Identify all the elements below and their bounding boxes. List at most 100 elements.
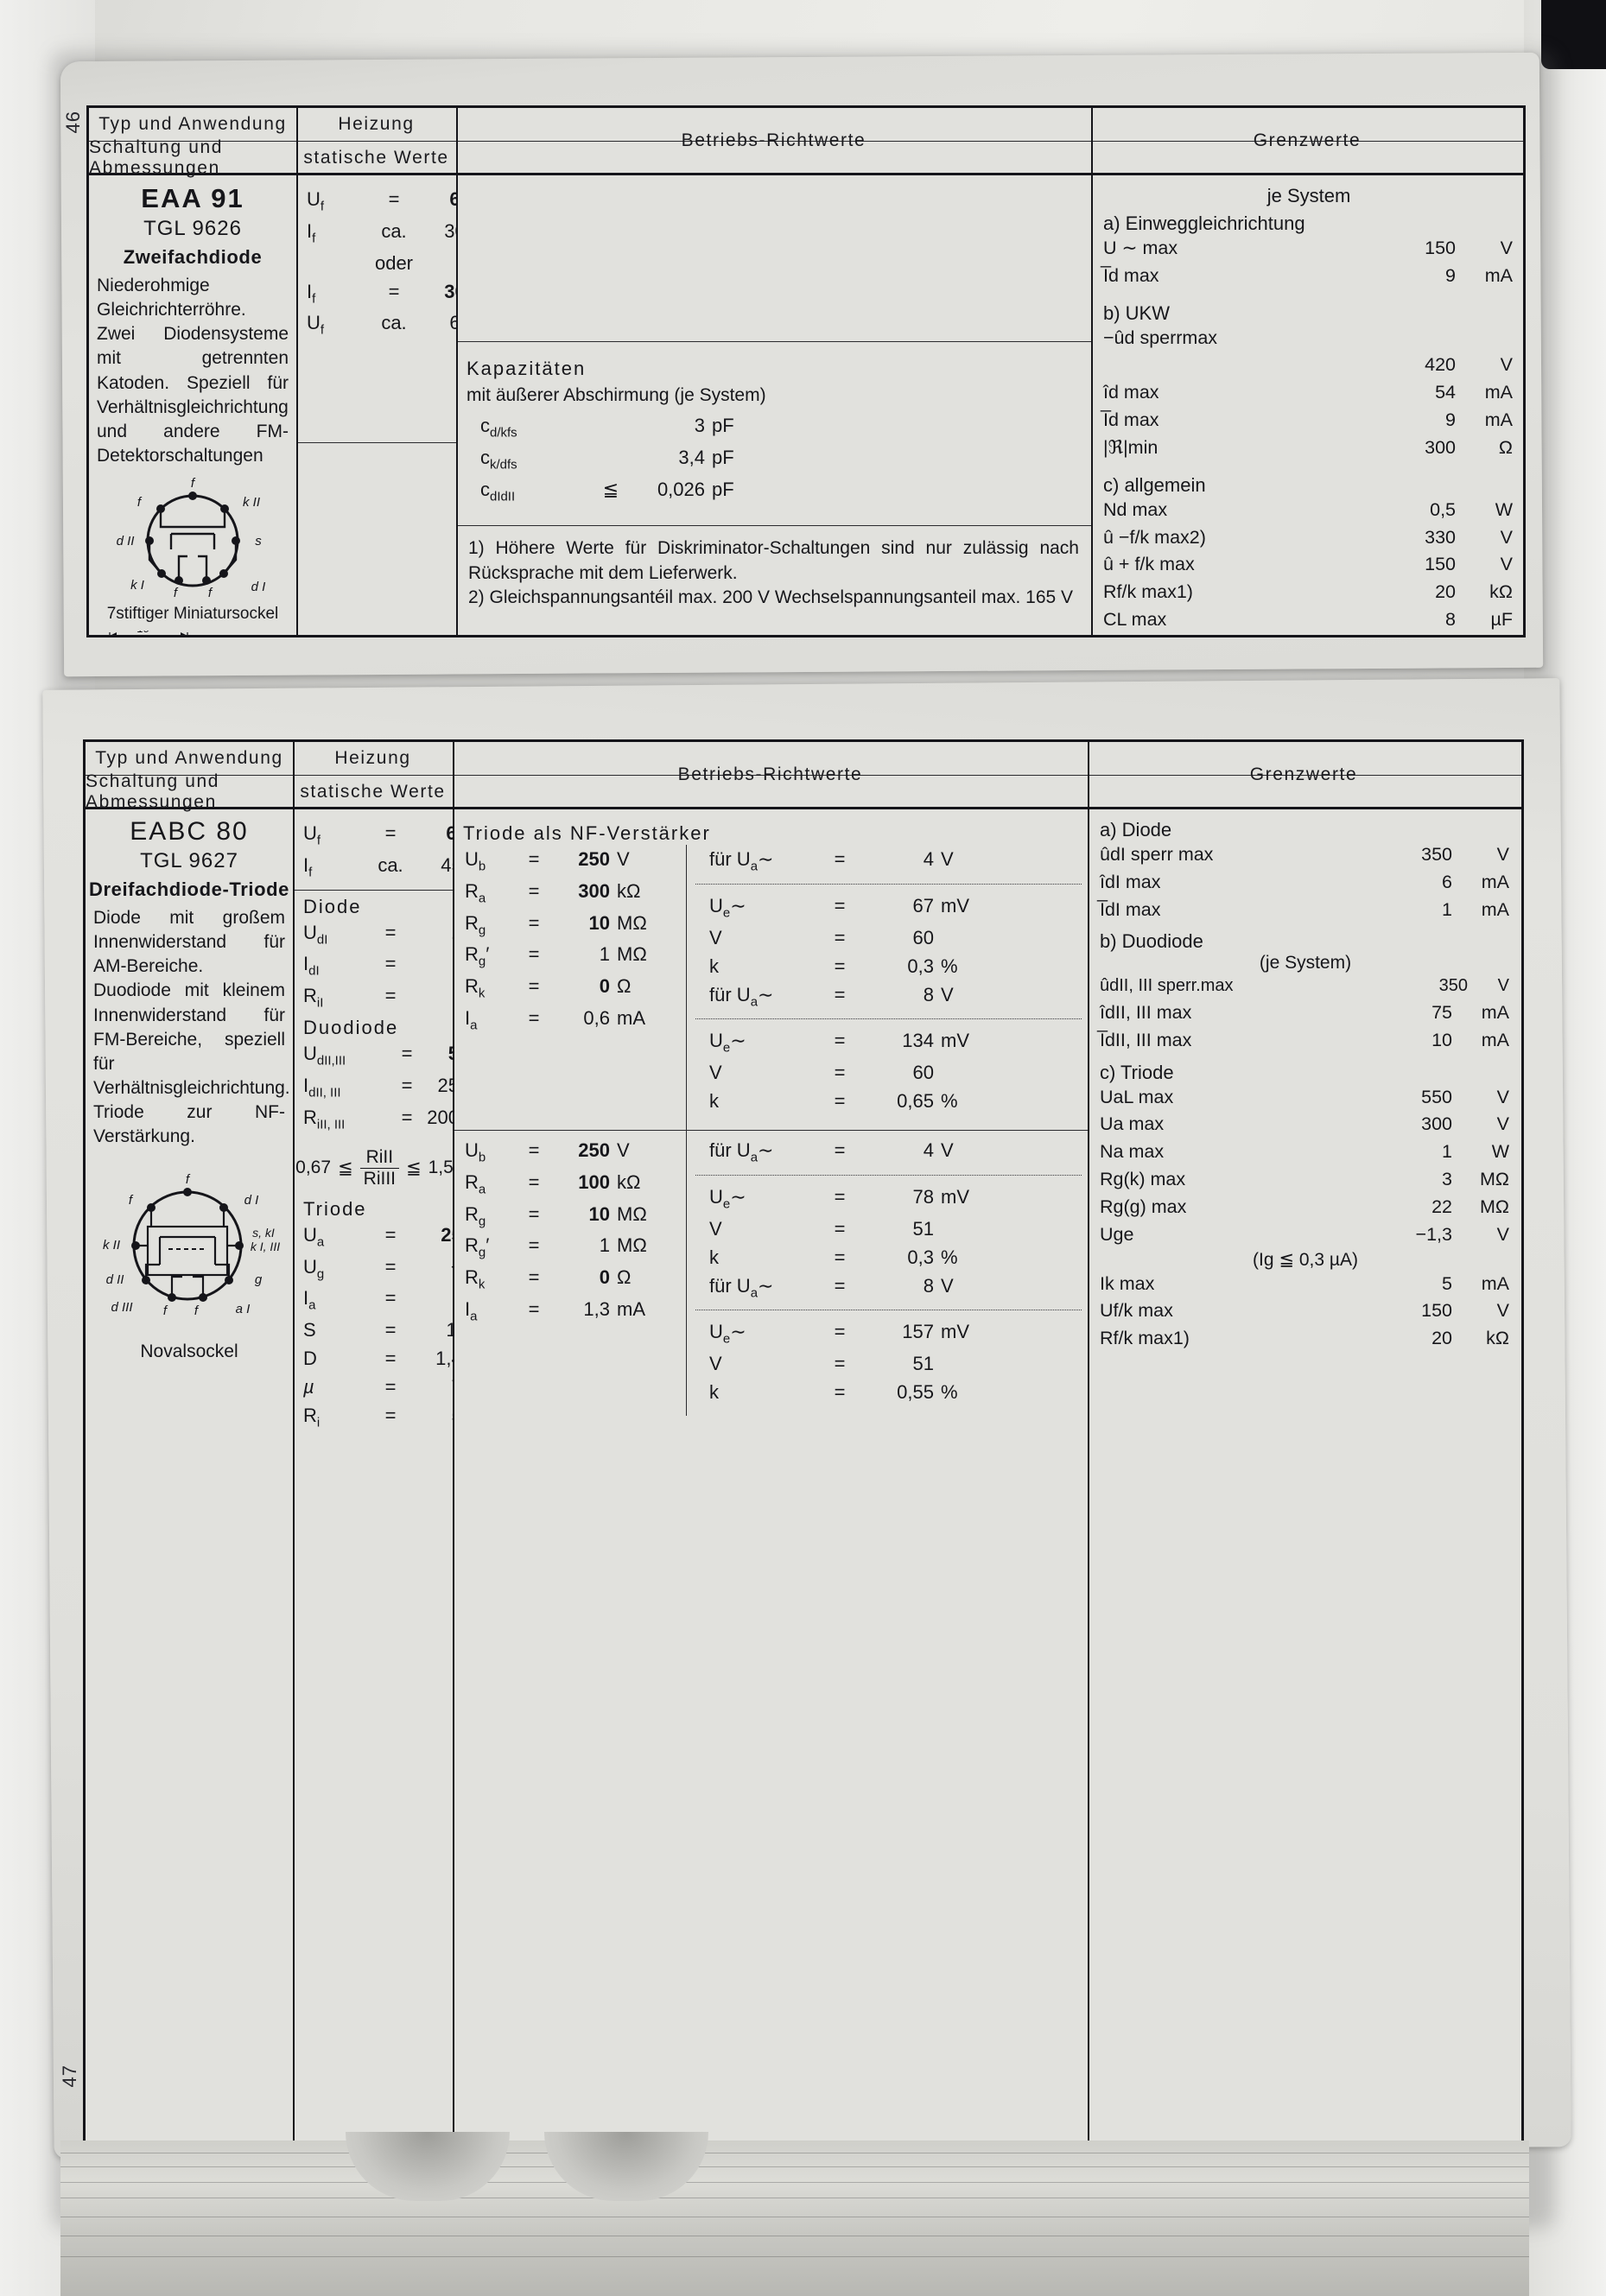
value: 5 xyxy=(416,1039,454,1068)
limit-row: I̅d max 9 mA xyxy=(1093,263,1525,290)
symbol: für Ua∼ xyxy=(709,1274,774,1301)
header-row-2: Schaltung und Abmessungen statische Wert… xyxy=(86,771,1521,812)
header-typ-und-anwendung: Typ und Anwendung xyxy=(98,113,287,134)
symbol: IdI xyxy=(303,953,320,979)
value-row: Ub = 250 V xyxy=(454,1131,686,1168)
operator: = xyxy=(388,188,400,210)
value-row: Uf = 6,3 V xyxy=(295,819,454,851)
value-row: cdIdII ≦ 0,026 pF xyxy=(458,475,1093,507)
limit-row: ûdI sperr max 350 V xyxy=(1089,841,1521,869)
column-grenzwerte-eabc80: a) Diode ûdI sperr max 350 V îdI max 6 m… xyxy=(1088,807,1521,2141)
header-statische-werte: statische Werte xyxy=(300,781,446,802)
symbol: k xyxy=(709,1246,719,1268)
label: ûdII, III sperr.max xyxy=(1100,976,1234,996)
svg-text:f: f xyxy=(137,495,143,510)
value-row: Rg′ = 1 MΩ xyxy=(454,940,686,972)
value-row: RiII, III = 200 Ω xyxy=(295,1103,454,1135)
header-row-1: Typ und Anwendung Heizung xyxy=(89,108,1523,140)
value-row: V = 51 xyxy=(687,1215,1089,1243)
operator: = xyxy=(834,1062,846,1084)
value: 3 xyxy=(694,415,705,436)
column-typ-anwendung-eaa91: EAA 91 TGL 9626 Zweifachdiode Niederohmi… xyxy=(89,173,296,635)
operator: = xyxy=(834,894,846,916)
header-schaltung-und-abmessungen: Schaltung und Abmessungen xyxy=(89,136,224,178)
value-row: UdII,III = 5 V xyxy=(295,1039,454,1071)
grid-current-note: (Ig ≦ 0,3 µA) xyxy=(1253,1249,1358,1270)
value: 300 xyxy=(578,879,610,902)
operator: = xyxy=(834,1030,846,1052)
value: 250 xyxy=(441,1223,454,1246)
operator: = xyxy=(834,1274,846,1297)
value: 60 xyxy=(912,1062,934,1084)
symbol: Rk xyxy=(465,1266,486,1292)
unit: Ω xyxy=(617,1266,632,1289)
static-group-heading-triode: Triode xyxy=(303,1197,367,1220)
limit-row: I̅dI max 1 mA xyxy=(1089,897,1521,924)
unit: V xyxy=(1497,976,1509,996)
unit: mA xyxy=(1481,1029,1509,1050)
operator: = xyxy=(834,848,846,870)
symbol: Ia xyxy=(465,1298,478,1324)
socket-caption-eabc80: Novalsockel xyxy=(140,1341,238,1362)
column-heizung-eaa91: Uf = 6,3 V If ca. 300 mA oder xyxy=(296,173,458,635)
unit: V xyxy=(1496,1113,1509,1135)
svg-text:f: f xyxy=(191,476,196,491)
value-row: Ue∼ = 67 mV xyxy=(687,891,1089,923)
symbol: V xyxy=(709,1062,722,1084)
operator: = xyxy=(401,1106,413,1128)
limit-row: Nd max 0,5 W xyxy=(1093,497,1525,524)
value-row: Ue∼ = 78 mV xyxy=(687,1183,1089,1215)
socket-diagram-svg: f f k II d II s k I f f d I xyxy=(117,476,266,600)
resistance-ratio-formula: 0,67 ≦ RiII RiIII ≦ 1,5 xyxy=(295,1147,454,1189)
symbol: Ue∼ xyxy=(709,894,746,921)
datasheet-table-eabc80: Typ und Anwendung Heizung Schaltung und … xyxy=(83,739,1524,2144)
value: 450 xyxy=(441,853,454,876)
label: Rg(g) max xyxy=(1100,1196,1187,1217)
gutter-notch xyxy=(346,2132,510,2201)
tube-type-eabc80: EABC 80 xyxy=(130,817,249,846)
operator: = xyxy=(384,1223,397,1246)
footnotes-eaa91: 1) Höhere Werte für Diskriminator-Schalt… xyxy=(458,526,1093,610)
value-row: µ = 70 xyxy=(295,1373,454,1401)
label: UaL max xyxy=(1100,1086,1174,1107)
value-row-head: für Ua∼ = 4 V xyxy=(687,845,1089,877)
tube-class-eabc80: Dreifachdiode-Triode xyxy=(88,878,290,900)
symbol: Rg xyxy=(465,911,486,938)
unit: % xyxy=(941,955,958,977)
operator: = xyxy=(834,1185,846,1208)
footnote-2: 2) Gleichspannungsantéil max. 200 V Wech… xyxy=(468,587,1074,608)
value-row: If = 300 mA xyxy=(298,277,458,309)
value: 8 xyxy=(1445,608,1456,630)
limits-group-subheading-b: (je System) xyxy=(1259,953,1352,974)
unit: % xyxy=(941,1246,958,1268)
svg-text:f: f xyxy=(174,586,179,600)
label: û + f/k max xyxy=(1103,554,1195,575)
svg-text:19: 19 xyxy=(137,631,149,635)
label: Ua max xyxy=(1100,1113,1165,1135)
header-schaltung-und-abmessungen: Schaltung und Abmessungen xyxy=(86,771,220,812)
value: 54 xyxy=(1435,382,1456,403)
unit: MΩ xyxy=(617,943,647,966)
limit-row: UaL max 550 V xyxy=(1089,1084,1521,1112)
value-row: V = 60 xyxy=(687,1058,1089,1087)
value: 75 xyxy=(1431,1002,1452,1024)
value: 420 xyxy=(1425,354,1456,376)
limit-row: û −f/k max2) 330 V xyxy=(1093,524,1525,552)
header-grenzwerte: Grenzwerte xyxy=(1249,764,1358,784)
header-betriebs-richtwerte: Betriebs-Richtwerte xyxy=(677,764,863,784)
symbol: UdII,III xyxy=(303,1043,346,1069)
value: 2 xyxy=(410,949,454,978)
page-number-bottom: 47 xyxy=(59,2064,80,2088)
operator: oder xyxy=(374,251,414,274)
svg-text:s: s xyxy=(255,534,262,549)
operating-block-2-left: Ub = 250 V Ra = 100 kΩ Rg = 10 xyxy=(454,1131,686,1416)
symbol: V xyxy=(709,1217,722,1240)
operator: = xyxy=(528,1170,540,1193)
static-group-heading-duodiode: Duodiode xyxy=(303,1017,399,1039)
operator: = xyxy=(528,1266,540,1289)
svg-text:f: f xyxy=(163,1303,168,1318)
label: Ik max xyxy=(1100,1272,1155,1294)
value-row: Rk = 0 Ω xyxy=(454,1263,686,1295)
value: 10 xyxy=(1431,1029,1452,1050)
symbol: Ra xyxy=(465,879,486,906)
